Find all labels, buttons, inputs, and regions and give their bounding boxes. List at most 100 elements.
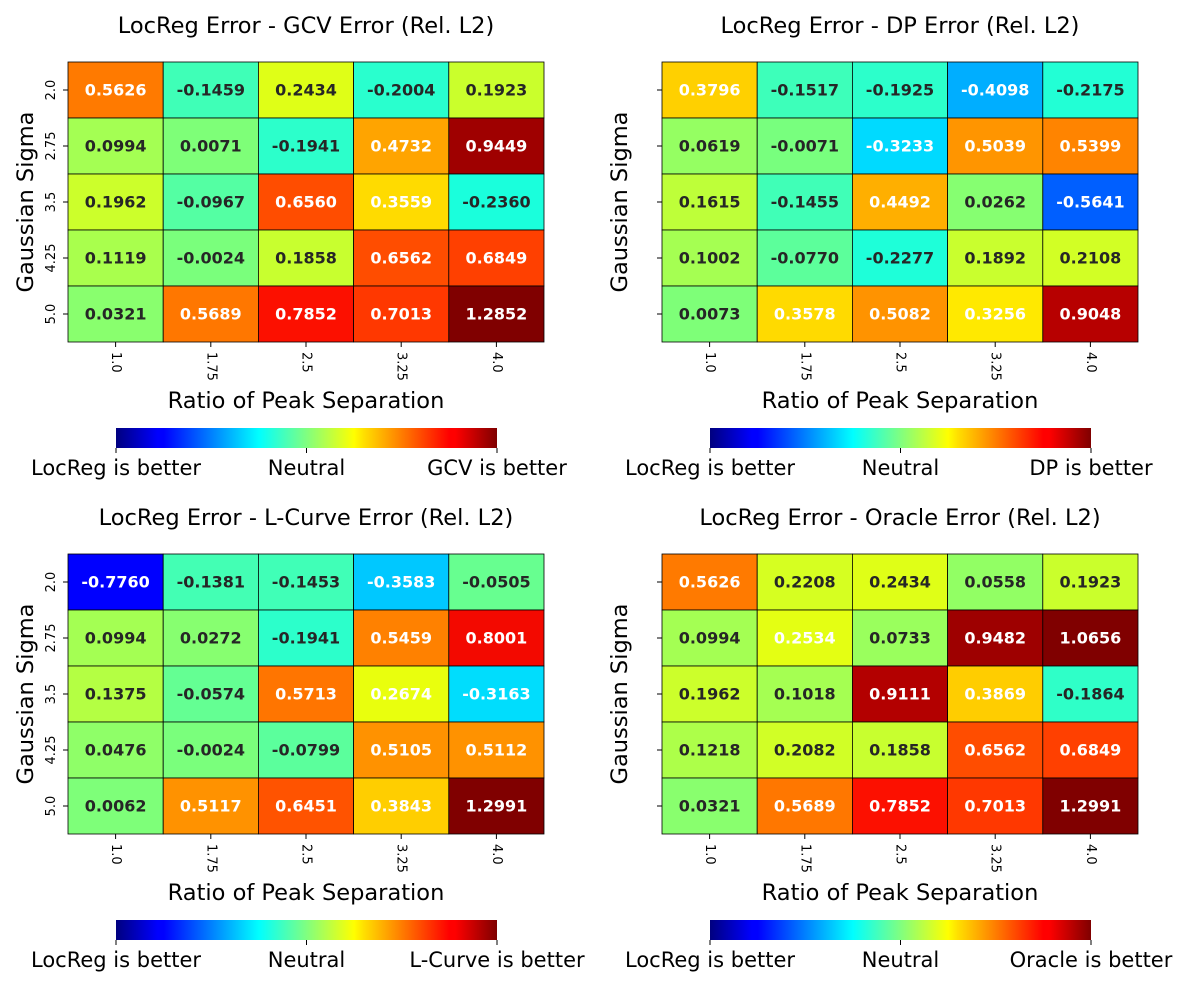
- y-tick-label: 2.75: [44, 624, 59, 653]
- heatmap-panel: LocReg Error - GCV Error (Rel. L2) 0.5626…: [13, 13, 567, 480]
- cell-value-label: -0.1864: [1056, 685, 1124, 704]
- heatmap-cell: [947, 117, 1044, 175]
- x-tick-label: 2.5: [893, 352, 908, 373]
- y-tick-label: 2.0: [44, 572, 59, 593]
- heatmap-cell: [852, 665, 949, 723]
- cell-value-label: 0.0558: [964, 573, 1026, 592]
- cell-value-label: 0.0994: [85, 629, 147, 648]
- heatmap-cell: [67, 117, 164, 175]
- cell-value-label: 0.5082: [869, 305, 931, 324]
- cell-value-label: 0.5112: [466, 741, 528, 760]
- cell-value-label: 0.0321: [679, 797, 741, 816]
- heatmap-cell: [756, 285, 853, 343]
- colorbar: [710, 428, 1091, 448]
- heatmap-cell: [162, 61, 259, 119]
- heatmap-cell: [257, 117, 354, 175]
- cell-value-label: 0.0476: [85, 741, 147, 760]
- cell-value-label: -0.5641: [1056, 193, 1124, 212]
- panel-title: LocReg Error - L-Curve Error (Rel. L2): [99, 505, 514, 531]
- y-axis-label: Gaussian Sigma: [607, 112, 633, 293]
- heatmap-cell: [852, 721, 949, 779]
- heatmap-cell: [852, 553, 949, 611]
- cell-value-label: 0.1962: [679, 685, 741, 704]
- heatmap-cell: [448, 173, 545, 231]
- heatmap-cell: [947, 173, 1044, 231]
- cell-value-label: 0.3578: [774, 305, 836, 324]
- cell-value-label: 0.0994: [85, 137, 147, 156]
- cell-value-label: 0.3796: [679, 81, 741, 100]
- heatmap-cell: [661, 665, 758, 723]
- cell-value-label: -0.3583: [367, 573, 435, 592]
- heatmap-cell: [661, 173, 758, 231]
- colorbar-right-label: L-Curve is better: [409, 948, 585, 972]
- heatmap-cell: [852, 117, 949, 175]
- colorbar-right-label: DP is better: [1029, 456, 1153, 480]
- y-axis-label: Gaussian Sigma: [13, 604, 39, 785]
- cell-value-label: -0.1381: [177, 573, 245, 592]
- heatmap-cell: [257, 665, 354, 723]
- cell-value-label: -0.4098: [961, 81, 1029, 100]
- heatmap-cell: [67, 285, 164, 343]
- heatmap-cell: [661, 553, 758, 611]
- heatmap-panel: LocReg Error - DP Error (Rel. L2) 0.3796 -…: [607, 13, 1153, 480]
- colorbar-left-label: LocReg is better: [625, 456, 795, 480]
- heatmap-cell: [661, 777, 758, 835]
- heatmap-cell: [852, 609, 949, 667]
- cell-value-label: 0.0733: [869, 629, 931, 648]
- panel-title: LocReg Error - DP Error (Rel. L2): [721, 13, 1080, 39]
- cell-value-label: -0.0071: [771, 137, 839, 156]
- x-tick-label: 1.0: [702, 352, 717, 373]
- cell-value-label: 0.3869: [964, 685, 1026, 704]
- heatmap-cell: [756, 609, 853, 667]
- cell-value-label: -0.1459: [177, 81, 245, 100]
- heatmap-cell: [448, 553, 545, 611]
- heatmap-cell: [852, 777, 949, 835]
- heatmap-cell: [448, 777, 545, 835]
- heatmap-cell: [852, 229, 949, 287]
- x-tick-label: 2.5: [299, 844, 314, 865]
- heatmap-cell: [661, 285, 758, 343]
- cell-value-label: 0.9048: [1060, 305, 1122, 324]
- x-tick-label: 1.0: [108, 352, 123, 373]
- heatmap-cell: [257, 229, 354, 287]
- heatmap-cell: [162, 721, 259, 779]
- cell-value-label: 0.2082: [774, 741, 836, 760]
- cell-value-label: 0.5689: [774, 797, 836, 816]
- heatmap-cell: [947, 721, 1044, 779]
- x-tick-label: 2.5: [893, 844, 908, 865]
- heatmap-cell: [1042, 117, 1139, 175]
- cell-value-label: -0.0574: [177, 685, 245, 704]
- cell-value-label: 0.1018: [774, 685, 836, 704]
- colorbar-center-label: Neutral: [862, 948, 940, 972]
- colorbar-right-label: GCV is better: [427, 456, 567, 480]
- y-tick-label: 5.0: [44, 796, 59, 817]
- cell-value-label: -0.3233: [866, 137, 934, 156]
- colorbar-left-label: LocReg is better: [31, 456, 201, 480]
- cell-value-label: 0.3843: [370, 797, 432, 816]
- cell-value-label: 0.9111: [869, 685, 931, 704]
- cell-value-label: -0.7760: [81, 573, 149, 592]
- heatmap-cell: [448, 721, 545, 779]
- heatmap-cell: [1042, 229, 1139, 287]
- heatmap-cell: [257, 553, 354, 611]
- x-axis-label: Ratio of Peak Separation: [762, 388, 1039, 414]
- x-tick-label: 1.75: [203, 352, 218, 381]
- cell-value-label: 0.6560: [275, 193, 337, 212]
- heatmap-cell: [1042, 609, 1139, 667]
- heatmap-cell: [257, 609, 354, 667]
- colorbar: [116, 428, 497, 448]
- heatmap-cell: [257, 285, 354, 343]
- cell-value-label: 0.1218: [679, 741, 741, 760]
- heatmap-cell: [448, 61, 545, 119]
- heatmap-cell: [1042, 285, 1139, 343]
- cell-value-label: 0.1892: [964, 249, 1026, 268]
- cell-value-label: 0.5399: [1060, 137, 1122, 156]
- x-tick-label: 1.75: [203, 844, 218, 873]
- heatmap-cell: [947, 777, 1044, 835]
- cell-value-label: -0.2277: [866, 249, 934, 268]
- heatmap-cell: [756, 665, 853, 723]
- cell-value-label: 0.6849: [466, 249, 528, 268]
- heatmap-cell: [67, 61, 164, 119]
- y-tick-label: 3.5: [44, 192, 59, 213]
